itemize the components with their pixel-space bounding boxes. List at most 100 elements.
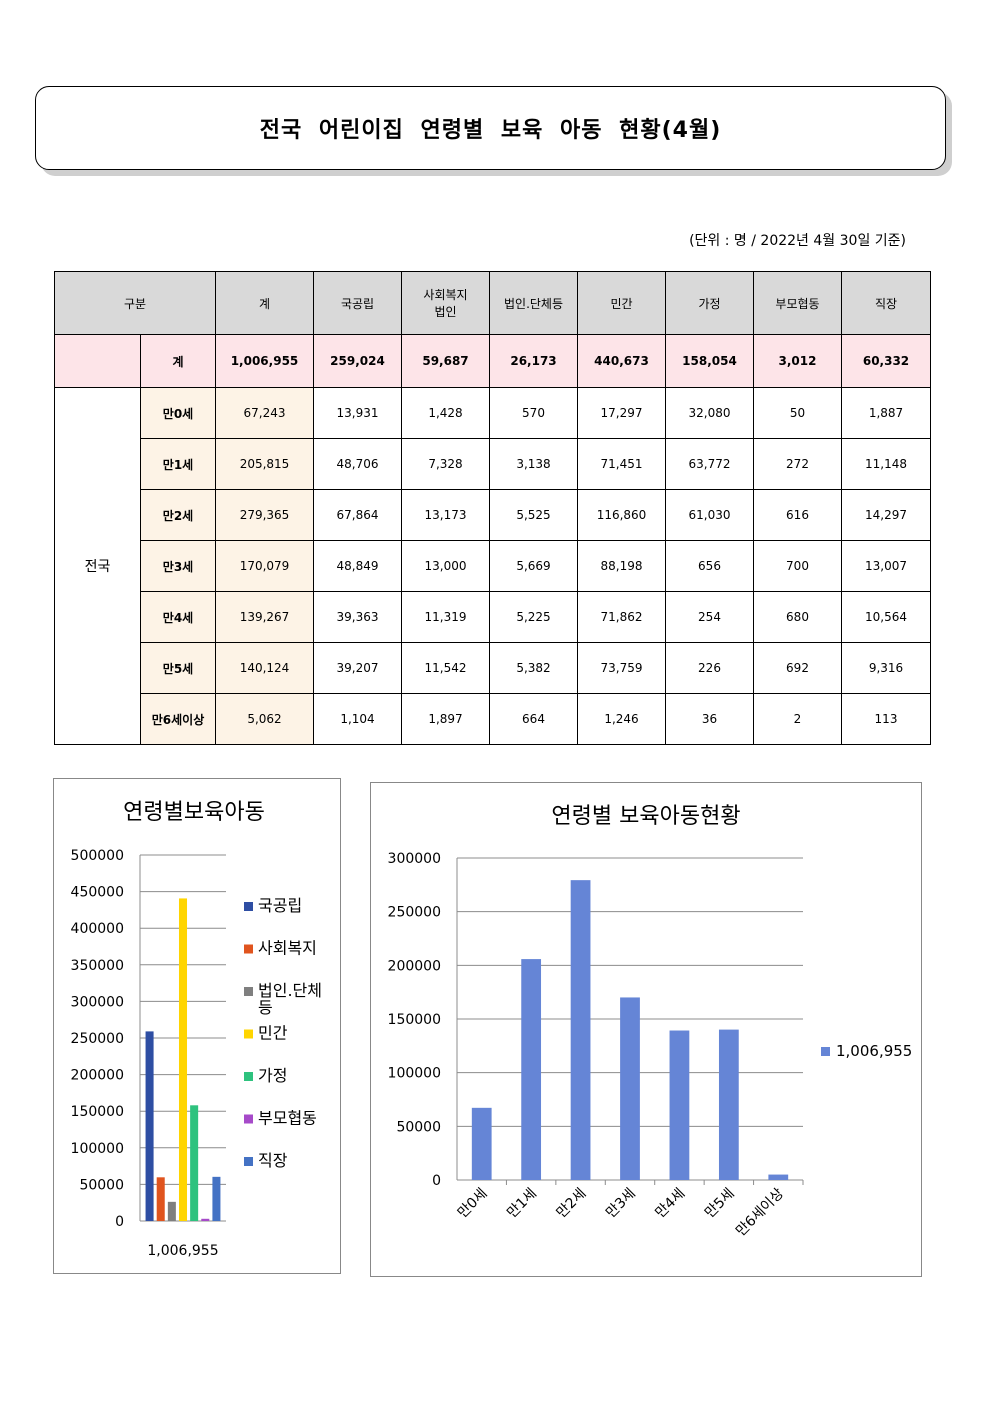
row-value-cell: 48,849 [313,540,402,592]
header-cell: 부모협동 [753,271,842,335]
row-value-cell: 88,198 [577,540,666,592]
row-value-cell: 5,669 [489,540,578,592]
x-tick-label: 만6세이상 [733,1185,787,1239]
statistics-table: 구분 계 국공립 사회복지 법인 법인.단체등 민간 가정 부모협동 직장 계 1,006,955 25… [54,271,931,745]
bar-만3세 [620,997,640,1180]
y-tick-label: 500000 [71,848,124,864]
row-value-cell: 1,104 [313,693,402,745]
total-value-cell: 26,173 [489,334,578,388]
header-cell: 민간 [577,271,666,335]
title-box: 전국 어린이집 연령별 보육 아동 현황(4월) [35,86,946,170]
row-value-cell: 14,297 [841,489,931,541]
row-value-cell: 2 [753,693,842,745]
y-tick-label: 150000 [71,1104,124,1120]
legend-swatch [244,902,253,911]
y-tick-label: 400000 [71,921,124,937]
row-value-cell: 5,525 [489,489,578,541]
row-value-cell: 9,316 [841,642,931,694]
age-cell: 만5세 [140,642,216,694]
chart-by-type-svg: 연령별보육아동 0 50000 100000 150000 200000 250000 300… [71,800,322,1259]
y-tick-label: 50000 [79,1177,124,1193]
y-tick-label: 100000 [388,1066,441,1082]
row-value-cell: 1,887 [841,387,931,439]
x-tick-label: 만2세 [554,1186,590,1222]
row-value-cell: 1,246 [577,693,666,745]
y-tick-label: 350000 [71,958,124,974]
bar-3 [167,1201,176,1221]
row-sum-cell: 67,243 [215,387,314,439]
row-value-cell: 11,542 [401,642,490,694]
x-tick-label: 만5세 [702,1186,738,1222]
table-row: 만1세 205,815 48,706 7,328 3,138 71,451 63,772 27… [55,438,931,490]
region-cell: 전국 [54,387,141,745]
page-title: 전국 어린이집 연령별 보육 아동 현황(4월) [259,118,722,143]
y-tick-label: 50000 [396,1119,441,1135]
row-value-cell: 63,772 [665,438,754,490]
row-value-cell: 1,897 [401,693,490,745]
bar-6 [201,1218,210,1221]
row-value-cell: 700 [753,540,842,592]
table-row: 전국 만0세 67,243 13,931 1,428 570 17,297 32,080 50 1… [54,387,931,745]
legend-swatch [244,1157,253,1166]
total-row: 계 1,006,955 259,024 59,687 26,173 440,673 158,… [54,334,931,388]
header-cell-category: 구분 [54,271,216,335]
age-cell: 만4세 [140,591,216,643]
legend-swatch [244,1072,253,1081]
legend-swatch [821,1047,830,1056]
header-cell: 계 [215,271,314,335]
total-value-cell: 440,673 [577,334,666,388]
total-label-cell: 계 [140,334,216,388]
row-value-cell: 13,173 [401,489,490,541]
y-tick-label: 100000 [71,1141,124,1157]
legend-label: 민간 [258,1024,288,1043]
row-value-cell: 680 [753,591,842,643]
x-category-label: 1,006,955 [147,1243,218,1259]
row-value-cell: 13,931 [313,387,402,439]
legend-label: 가정 [258,1066,287,1085]
legend-label: 법인.단체 등 [258,981,322,1017]
y-tick-label: 150000 [388,1012,441,1028]
legend-label: 사회복지 [258,939,317,958]
row-value-cell: 73,759 [577,642,666,694]
y-tick-label: 200000 [388,958,441,974]
row-value-cell: 13,000 [401,540,490,592]
row-value-cell: 254 [665,591,754,643]
row-value-cell: 656 [665,540,754,592]
row-value-cell: 1,428 [401,387,490,439]
unit-note: (단위 : 명 / 2022년 4월 30일 기준) [689,233,906,249]
bar-만0세 [471,1107,492,1180]
header-cell: 국공립 [313,271,402,335]
bar-2 [156,1177,165,1221]
legend-label-line: 등 [258,998,273,1017]
legend-label: 1,006,955 [836,1042,912,1060]
row-sum-cell: 279,365 [215,489,314,541]
bar-만6세이상 [768,1174,789,1180]
row-value-cell: 71,862 [577,591,666,643]
bar-4 [178,898,188,1221]
bar-1 [145,1031,154,1221]
x-tick-label: 만1세 [504,1186,540,1222]
y-tick-label: 250000 [71,1031,124,1047]
x-tick-label: 만4세 [652,1186,688,1222]
legend-label: 직장 [258,1151,288,1170]
table-row: 만2세 279,365 67,864 13,173 5,525 116,860 61,030… [55,489,931,541]
row-value-cell: 17,297 [577,387,666,439]
bar-5 [190,1105,199,1221]
row-value-cell: 692 [753,642,842,694]
header-row: 구분 계 국공립 사회복지 법인 법인.단체등 민간 가정 부모협동 직장 [54,271,931,335]
bar-7 [212,1176,221,1221]
row-value-cell: 570 [489,387,578,439]
y-tick-label: 450000 [71,885,124,901]
chart-title: 연령별 보육아동현황 [551,804,740,829]
row-sum-cell: 139,267 [215,591,314,643]
bar-만1세 [521,959,542,1180]
x-tick-label: 만3세 [603,1186,639,1222]
header-cell: 사회복지 법인 [401,271,490,335]
y-tick-label: 0 [115,1214,124,1230]
table-row: 만4세 139,267 39,363 11,319 5,225 71,862 254 680 1… [55,591,931,643]
total-value-cell: 59,687 [401,334,490,388]
row-value-cell: 616 [753,489,842,541]
table-row: 만3세 170,079 48,849 13,000 5,669 88,198 656 700 1… [55,540,931,592]
y-tick-label: 200000 [71,1068,124,1084]
row-value-cell: 71,451 [577,438,666,490]
